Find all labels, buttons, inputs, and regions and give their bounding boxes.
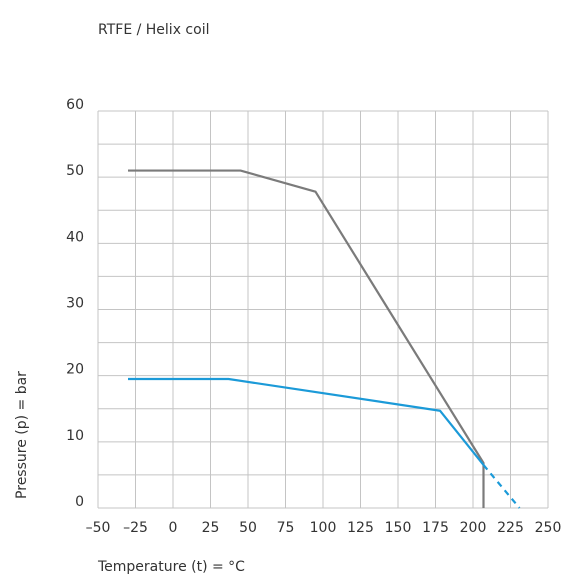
y-axis-label: Pressure (p) = bar <box>14 371 30 499</box>
data-line <box>128 169 485 508</box>
y-tick-label: 0 <box>75 494 84 510</box>
x-tick-label: 50 <box>239 520 257 536</box>
x-tick-label: –25 <box>123 520 148 536</box>
x-tick-label: 150 <box>385 520 412 536</box>
x-axis-label: Temperature (t) = °C <box>97 559 245 575</box>
x-tick-label: 125 <box>347 520 374 536</box>
y-tick-label: 10 <box>66 428 84 444</box>
x-tick-label: 250 <box>535 520 562 536</box>
x-tick-label: 0 <box>169 520 178 536</box>
y-tick-label: 60 <box>66 97 84 113</box>
y-tick-label: 40 <box>66 229 84 245</box>
data-line <box>482 464 521 509</box>
x-tick-label: 225 <box>497 520 524 536</box>
x-tick-label: –50 <box>86 520 111 536</box>
chart-title: RTFE / Helix coil <box>98 22 209 38</box>
x-tick-label: 175 <box>422 520 449 536</box>
y-tick-label: 30 <box>66 296 84 312</box>
x-tick-label: 100 <box>310 520 337 536</box>
data-line <box>128 377 485 466</box>
x-tick-label: 200 <box>460 520 487 536</box>
x-tick-label: 75 <box>277 520 295 536</box>
y-tick-label: 20 <box>66 362 84 378</box>
y-tick-label: 50 <box>66 163 84 179</box>
x-tick-label: 25 <box>202 520 220 536</box>
